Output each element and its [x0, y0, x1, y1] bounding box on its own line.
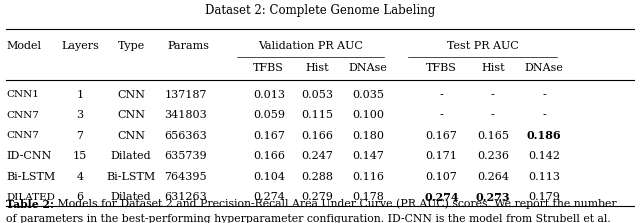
Text: 0.035: 0.035 — [352, 90, 384, 100]
Text: 0.279: 0.279 — [301, 192, 333, 202]
Text: DNAse: DNAse — [525, 63, 563, 73]
Text: Models for Dataset 2 and Precision-Recall Area Under Curve (PR AUC) scores. We r: Models for Dataset 2 and Precision-Recal… — [54, 199, 617, 209]
Text: 0.142: 0.142 — [528, 151, 560, 161]
Text: 0.104: 0.104 — [253, 172, 285, 182]
Text: 0.178: 0.178 — [352, 192, 384, 202]
Text: 0.166: 0.166 — [253, 151, 285, 161]
Text: 0.167: 0.167 — [426, 131, 458, 141]
Text: -: - — [440, 110, 444, 120]
Text: 0.113: 0.113 — [528, 172, 560, 182]
Text: 1: 1 — [76, 90, 84, 100]
Text: DILATED: DILATED — [6, 193, 55, 202]
Text: 0.247: 0.247 — [301, 151, 333, 161]
Text: CNN1: CNN1 — [6, 90, 39, 99]
Text: DNAse: DNAse — [349, 63, 387, 73]
Text: Model: Model — [6, 41, 42, 51]
Text: 656363: 656363 — [164, 131, 207, 141]
Text: 4: 4 — [76, 172, 84, 182]
Text: 0.236: 0.236 — [477, 151, 509, 161]
Text: 0.264: 0.264 — [477, 172, 509, 182]
Text: 0.100: 0.100 — [352, 110, 384, 120]
Text: 631263: 631263 — [164, 192, 207, 202]
Text: 0.273: 0.273 — [476, 192, 510, 203]
Text: 15: 15 — [73, 151, 87, 161]
Text: 0.059: 0.059 — [253, 110, 285, 120]
Text: of parameters in the best-performing hyperparameter configuration. ID-CNN is the: of parameters in the best-performing hyp… — [6, 214, 611, 223]
Text: 6: 6 — [76, 192, 84, 202]
Text: 635739: 635739 — [164, 151, 207, 161]
Text: 137187: 137187 — [164, 90, 207, 100]
Text: Layers: Layers — [61, 41, 99, 51]
Text: Validation PR AUC: Validation PR AUC — [258, 41, 363, 51]
Text: -: - — [440, 90, 444, 100]
Text: Hist: Hist — [305, 63, 328, 73]
Text: 0.166: 0.166 — [301, 131, 333, 141]
Text: 764395: 764395 — [164, 172, 207, 182]
Text: CNN7: CNN7 — [6, 131, 39, 140]
Text: -: - — [542, 110, 546, 120]
Text: 0.013: 0.013 — [253, 90, 285, 100]
Text: 0.274: 0.274 — [253, 192, 285, 202]
Text: CNN: CNN — [117, 131, 145, 141]
Text: 0.053: 0.053 — [301, 90, 333, 100]
Text: 0.115: 0.115 — [301, 110, 333, 120]
Text: 3: 3 — [76, 110, 84, 120]
Text: 0.186: 0.186 — [527, 130, 561, 141]
Text: Hist: Hist — [481, 63, 504, 73]
Text: CNN: CNN — [117, 90, 145, 100]
Text: CNN7: CNN7 — [6, 111, 39, 120]
Text: 341803: 341803 — [164, 110, 207, 120]
Text: 0.165: 0.165 — [477, 131, 509, 141]
Text: 0.274: 0.274 — [424, 192, 459, 203]
Text: Dilated: Dilated — [111, 151, 152, 161]
Text: TFBS: TFBS — [253, 63, 284, 73]
Text: 0.116: 0.116 — [352, 172, 384, 182]
Text: CNN: CNN — [117, 110, 145, 120]
Text: Bi-LSTM: Bi-LSTM — [6, 172, 56, 182]
Text: 0.171: 0.171 — [426, 151, 458, 161]
Text: Bi-LSTM: Bi-LSTM — [107, 172, 156, 182]
Text: Test PR AUC: Test PR AUC — [447, 41, 518, 51]
Text: 0.180: 0.180 — [352, 131, 384, 141]
Text: 0.179: 0.179 — [528, 192, 560, 202]
Text: 7: 7 — [77, 131, 83, 141]
Text: 0.167: 0.167 — [253, 131, 285, 141]
Text: Type: Type — [118, 41, 145, 51]
Text: ID-CNN: ID-CNN — [6, 151, 52, 161]
Text: Table 2:: Table 2: — [6, 198, 54, 210]
Text: Params: Params — [168, 41, 210, 51]
Text: 0.147: 0.147 — [352, 151, 384, 161]
Text: -: - — [542, 90, 546, 100]
Text: -: - — [491, 90, 495, 100]
Text: Dilated: Dilated — [111, 192, 152, 202]
Text: -: - — [491, 110, 495, 120]
Text: TFBS: TFBS — [426, 63, 457, 73]
Text: Dataset 2: Complete Genome Labeling: Dataset 2: Complete Genome Labeling — [205, 4, 435, 17]
Text: 0.288: 0.288 — [301, 172, 333, 182]
Text: 0.107: 0.107 — [426, 172, 458, 182]
